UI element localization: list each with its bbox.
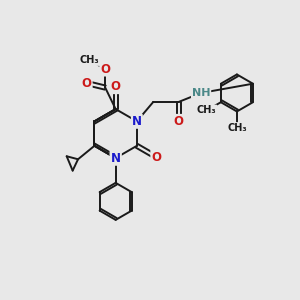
Text: N: N	[111, 152, 121, 165]
Text: CH₃: CH₃	[197, 105, 217, 116]
Text: CH₃: CH₃	[80, 55, 100, 65]
Text: O: O	[111, 80, 121, 93]
Text: O: O	[174, 115, 184, 128]
Text: N: N	[111, 152, 121, 165]
Text: N: N	[132, 115, 142, 128]
Text: NH: NH	[192, 88, 210, 98]
Text: O: O	[82, 76, 92, 90]
Text: O: O	[151, 151, 161, 164]
Text: CH₃: CH₃	[227, 123, 247, 133]
Text: O: O	[100, 63, 110, 76]
